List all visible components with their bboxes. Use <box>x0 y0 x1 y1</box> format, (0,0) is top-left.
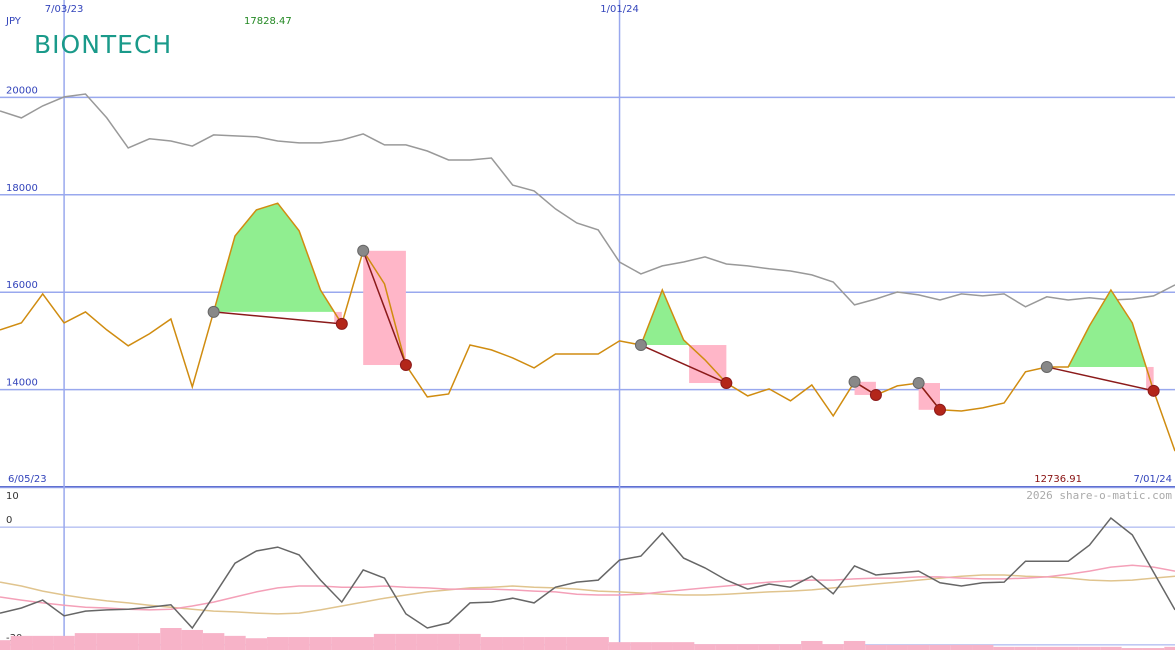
histogram-bar <box>950 644 973 650</box>
watermark: 2026 share-o-matic.com <box>1026 489 1172 502</box>
histogram-bar <box>416 633 438 650</box>
histogram-bar <box>672 642 695 650</box>
histogram-bar <box>865 644 887 650</box>
histogram-bar <box>886 644 908 650</box>
low-label: 12736.91 <box>1034 474 1082 485</box>
signal-line <box>213 311 342 325</box>
signal-line <box>640 344 727 384</box>
histogram-bar <box>288 637 310 650</box>
series-line <box>0 516 1175 630</box>
signal-start-dot <box>912 377 925 390</box>
histogram-bar <box>181 629 203 650</box>
signal-start-dot <box>634 339 647 352</box>
histogram-bar <box>459 633 481 650</box>
histogram-bar <box>352 637 374 650</box>
y-tick-label: 18000 <box>6 183 38 194</box>
histogram-bar <box>587 637 609 650</box>
histogram-bar <box>245 638 268 650</box>
histogram-bar <box>1142 648 1165 650</box>
high-label: 17828.47 <box>244 16 292 27</box>
signal-gain-area <box>640 290 690 346</box>
signal-gain-area <box>213 203 335 312</box>
histogram-bar <box>523 637 545 650</box>
histogram-bar <box>1164 646 1175 650</box>
histogram-bar <box>437 633 460 650</box>
histogram-bar <box>1014 646 1037 650</box>
series-line <box>0 93 1175 308</box>
histogram-bar <box>1078 646 1101 650</box>
signal-end-dot <box>1147 384 1160 397</box>
y-tick-label: 0 <box>6 515 12 526</box>
histogram-bar <box>694 644 716 650</box>
histogram-bar <box>502 637 524 650</box>
signal-gain-area <box>1046 290 1147 367</box>
histogram-bar <box>117 633 139 650</box>
histogram-bar <box>993 646 1015 650</box>
histogram-bar <box>544 637 567 650</box>
histogram-bar <box>1057 646 1079 650</box>
x-tick-label: 1/01/24 <box>600 4 639 15</box>
end-date: 7/01/24 <box>1133 474 1172 485</box>
histogram-bar <box>331 637 353 650</box>
histogram-bar <box>972 644 994 650</box>
y-tick-label: 20000 <box>6 85 38 96</box>
histogram-bar <box>737 644 759 650</box>
x-tick-label: 7/03/23 <box>45 4 84 15</box>
histogram-bar <box>608 642 631 650</box>
logo: BIONTECH <box>34 30 172 59</box>
histogram-bar <box>1036 646 1058 650</box>
histogram-bar <box>630 642 652 650</box>
histogram-bar <box>822 644 844 650</box>
histogram-bar <box>801 640 823 650</box>
signal-end-dot <box>720 377 733 390</box>
signal-end-dot <box>934 403 946 416</box>
y-tick-label: 16000 <box>6 280 38 291</box>
histogram-bar <box>309 637 332 650</box>
histogram-bar <box>373 633 396 650</box>
currency-label: JPY <box>5 16 22 27</box>
histogram-bar <box>53 635 75 650</box>
histogram-bar <box>715 644 738 650</box>
histogram-bar <box>480 637 503 650</box>
signal-line <box>362 250 407 366</box>
histogram-bar <box>74 633 97 650</box>
histogram-bar <box>1121 648 1143 650</box>
histogram-bar <box>0 640 11 650</box>
series-line <box>0 564 1175 611</box>
histogram-bar <box>929 644 951 650</box>
signal-end-dot <box>335 317 348 330</box>
signal-start-dot <box>848 375 861 388</box>
signal-end-dot <box>869 388 882 401</box>
histogram-bar <box>138 633 161 650</box>
signal-start-dot <box>1040 360 1053 373</box>
histogram-bar <box>96 633 118 650</box>
histogram-bar <box>267 637 289 650</box>
histogram-bar <box>779 644 802 650</box>
histogram-bar <box>395 633 417 650</box>
signal-start-dot <box>357 244 370 257</box>
start-date: 6/05/23 <box>8 474 47 485</box>
histogram-bar <box>32 635 54 650</box>
series-line <box>0 202 1175 452</box>
histogram-bar <box>843 640 866 650</box>
y-tick-label: 14000 <box>6 378 38 389</box>
y-tick-label: 10 <box>6 491 19 502</box>
histogram-bar <box>1100 646 1122 650</box>
signal-start-dot <box>207 305 220 318</box>
histogram-bar <box>758 644 780 650</box>
histogram-bar <box>566 637 588 650</box>
histogram-bar <box>160 628 182 650</box>
histogram-bar <box>202 633 225 650</box>
signal-end-dot <box>399 359 412 372</box>
histogram-bar <box>651 642 673 650</box>
histogram-bar <box>10 635 33 650</box>
histogram-bar <box>907 644 930 650</box>
series-line <box>0 574 1175 615</box>
histogram-bar <box>224 635 246 650</box>
signal-line <box>1046 366 1154 392</box>
